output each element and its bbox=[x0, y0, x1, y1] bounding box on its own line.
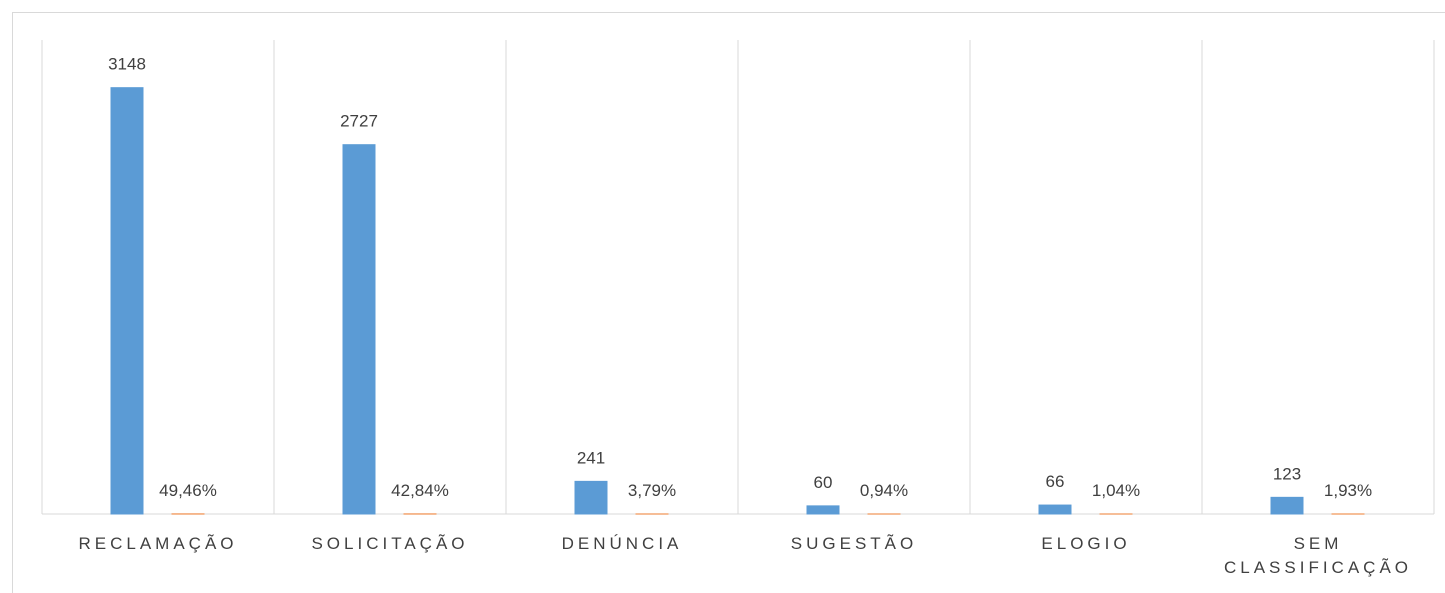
bar bbox=[1038, 504, 1072, 515]
value-label: 241 bbox=[577, 448, 605, 467]
x-tick-label: ELOGIO bbox=[1041, 534, 1131, 553]
value-label: 1,93% bbox=[1324, 481, 1372, 500]
value-label: 3,79% bbox=[628, 481, 676, 500]
x-tick-label: SEM CLASSIFICAÇÃO bbox=[1223, 534, 1413, 577]
bar bbox=[342, 144, 376, 515]
value-label: 60 bbox=[814, 473, 833, 492]
value-label: 66 bbox=[1046, 472, 1065, 491]
x-tick-label: SUGESTÃO bbox=[790, 534, 918, 553]
value-label: 3148 bbox=[108, 55, 146, 74]
x-tick-label: DENÚNCIA bbox=[561, 534, 683, 553]
bar bbox=[110, 87, 144, 515]
bar bbox=[1270, 496, 1304, 515]
chart-border bbox=[12, 12, 1445, 593]
x-tick-label: RECLAMAÇÃO bbox=[78, 534, 238, 553]
value-label: 2727 bbox=[340, 112, 378, 131]
bar bbox=[806, 505, 840, 515]
x-tick-label: SOLICITAÇÃO bbox=[311, 534, 469, 553]
value-label: 0,94% bbox=[860, 481, 908, 500]
value-label: 1,04% bbox=[1092, 481, 1140, 500]
value-label: 49,46% bbox=[159, 481, 217, 500]
value-label: 42,84% bbox=[391, 481, 449, 500]
bar bbox=[574, 480, 608, 515]
value-label: 123 bbox=[1273, 464, 1301, 483]
